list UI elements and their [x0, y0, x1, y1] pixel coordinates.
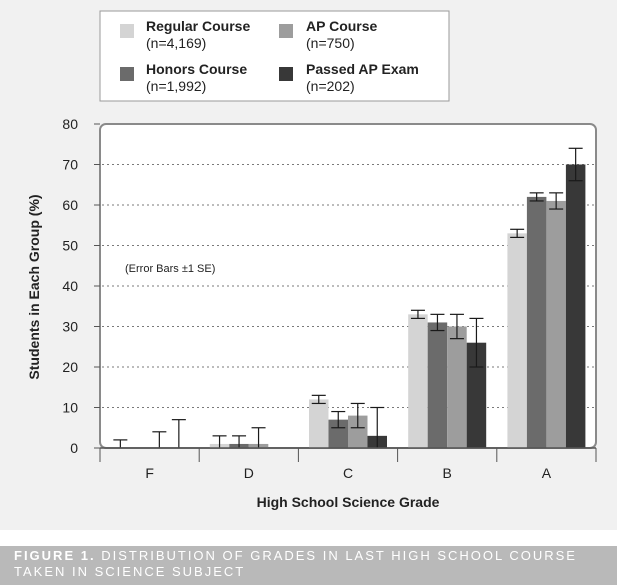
y-tick-label: 60: [62, 197, 78, 213]
bar-ap-course-c: [348, 415, 368, 448]
error-bar-honors-course-b: [430, 313, 445, 332]
legend-sub-regular-course: (n=4,169): [146, 35, 206, 51]
bar-honors-course-b: [427, 322, 448, 448]
error-bar-ap-course-a: [549, 192, 564, 210]
error-bar-ap-course-f: [152, 431, 167, 448]
legend-swatch-ap-course: [279, 24, 293, 38]
x-tick-label: D: [244, 465, 254, 481]
x-tick-label: A: [542, 465, 552, 481]
error-bar-ap-course-d: [251, 427, 266, 448]
y-tick-label: 20: [62, 359, 78, 375]
error-bar-passed-ap-exam-b: [469, 317, 484, 368]
error-bar-passed-ap-exam-a: [568, 147, 583, 182]
y-tick-label: 80: [62, 116, 78, 132]
legend-sub-ap-course: (n=750): [306, 35, 355, 51]
legend-sub-passed-ap-exam: (n=202): [306, 78, 355, 94]
caption-lead: FIGURE 1.: [14, 548, 96, 563]
legend-swatch-passed-ap-exam: [279, 67, 293, 81]
y-tick-label: 40: [62, 278, 78, 294]
error-bar-passed-ap-exam-c: [370, 406, 385, 448]
bar-ap-course-b: [447, 326, 467, 448]
bar-regular-course-c: [309, 399, 329, 448]
caption-text: FIGURE 1. DISTRIBUTION OF GRADES IN LAST…: [14, 548, 604, 580]
error-bar-note: (Error Bars ±1 SE): [125, 263, 215, 275]
x-axis-title: High School Science Grade: [257, 494, 440, 510]
bar-ap-course-a: [546, 200, 566, 448]
legend-label-passed-ap-exam: Passed AP Exam: [306, 61, 419, 77]
y-tick-label: 30: [62, 319, 78, 335]
y-tick-label: 70: [62, 157, 78, 173]
legend-sub-honors-course: (n=1,992): [146, 78, 206, 94]
bar-chart: Regular Course (n=4,169) AP Course (n=75…: [26, 10, 597, 510]
error-bar-regular-course-b: [410, 309, 425, 319]
bar-passed-ap-exam-b: [466, 342, 487, 448]
error-bar-ap-course-b: [449, 313, 464, 340]
error-bar-honors-course-a: [529, 192, 544, 202]
error-bar-honors-course-c: [331, 410, 346, 429]
caption-body: DISTRIBUTION OF GRADES IN LAST HIGH SCHO…: [14, 548, 577, 579]
bar-passed-ap-exam-a: [565, 164, 586, 448]
legend: Regular Course (n=4,169) AP Course (n=75…: [99, 10, 450, 102]
y-tick-label: 0: [70, 440, 78, 456]
y-axis-ticks: 0 10 20 30 40 50 60 70 80: [62, 116, 100, 456]
bar-regular-course-b: [408, 314, 428, 448]
error-bar-regular-course-f: [113, 439, 128, 448]
x-tick-label: C: [343, 465, 353, 481]
y-tick-label: 10: [62, 400, 78, 416]
figure-panel: Regular Course (n=4,169) AP Course (n=75…: [0, 0, 617, 530]
legend-label-ap-course: AP Course: [306, 18, 378, 34]
bar-honors-course-a: [526, 196, 547, 448]
figure-caption: FIGURE 1. DISTRIBUTION OF GRADES IN LAST…: [0, 546, 617, 585]
legend-box: [99, 10, 450, 102]
bar-honors-course-c: [328, 419, 348, 448]
error-bar-regular-course-c: [311, 394, 326, 405]
error-bar-ap-course-c: [350, 402, 365, 429]
legend-swatch-regular-course: [120, 24, 134, 38]
y-tick-label: 50: [62, 238, 78, 254]
error-bar-passed-ap-exam-f: [171, 419, 186, 448]
error-bar-regular-course-a: [510, 228, 525, 238]
legend-label-regular-course: Regular Course: [146, 18, 250, 34]
x-tick-label: F: [145, 465, 154, 481]
legend-swatch-honors-course: [120, 67, 134, 81]
bars: [209, 164, 586, 448]
error-bars: [113, 147, 583, 448]
error-bar-regular-course-d: [212, 435, 227, 448]
bar-regular-course-a: [507, 233, 527, 448]
error-bar-honors-course-d: [232, 435, 247, 448]
legend-label-honors-course: Honors Course: [146, 61, 247, 77]
x-tick-label: B: [443, 465, 452, 481]
y-axis-title: Students in Each Group (%): [26, 194, 42, 379]
